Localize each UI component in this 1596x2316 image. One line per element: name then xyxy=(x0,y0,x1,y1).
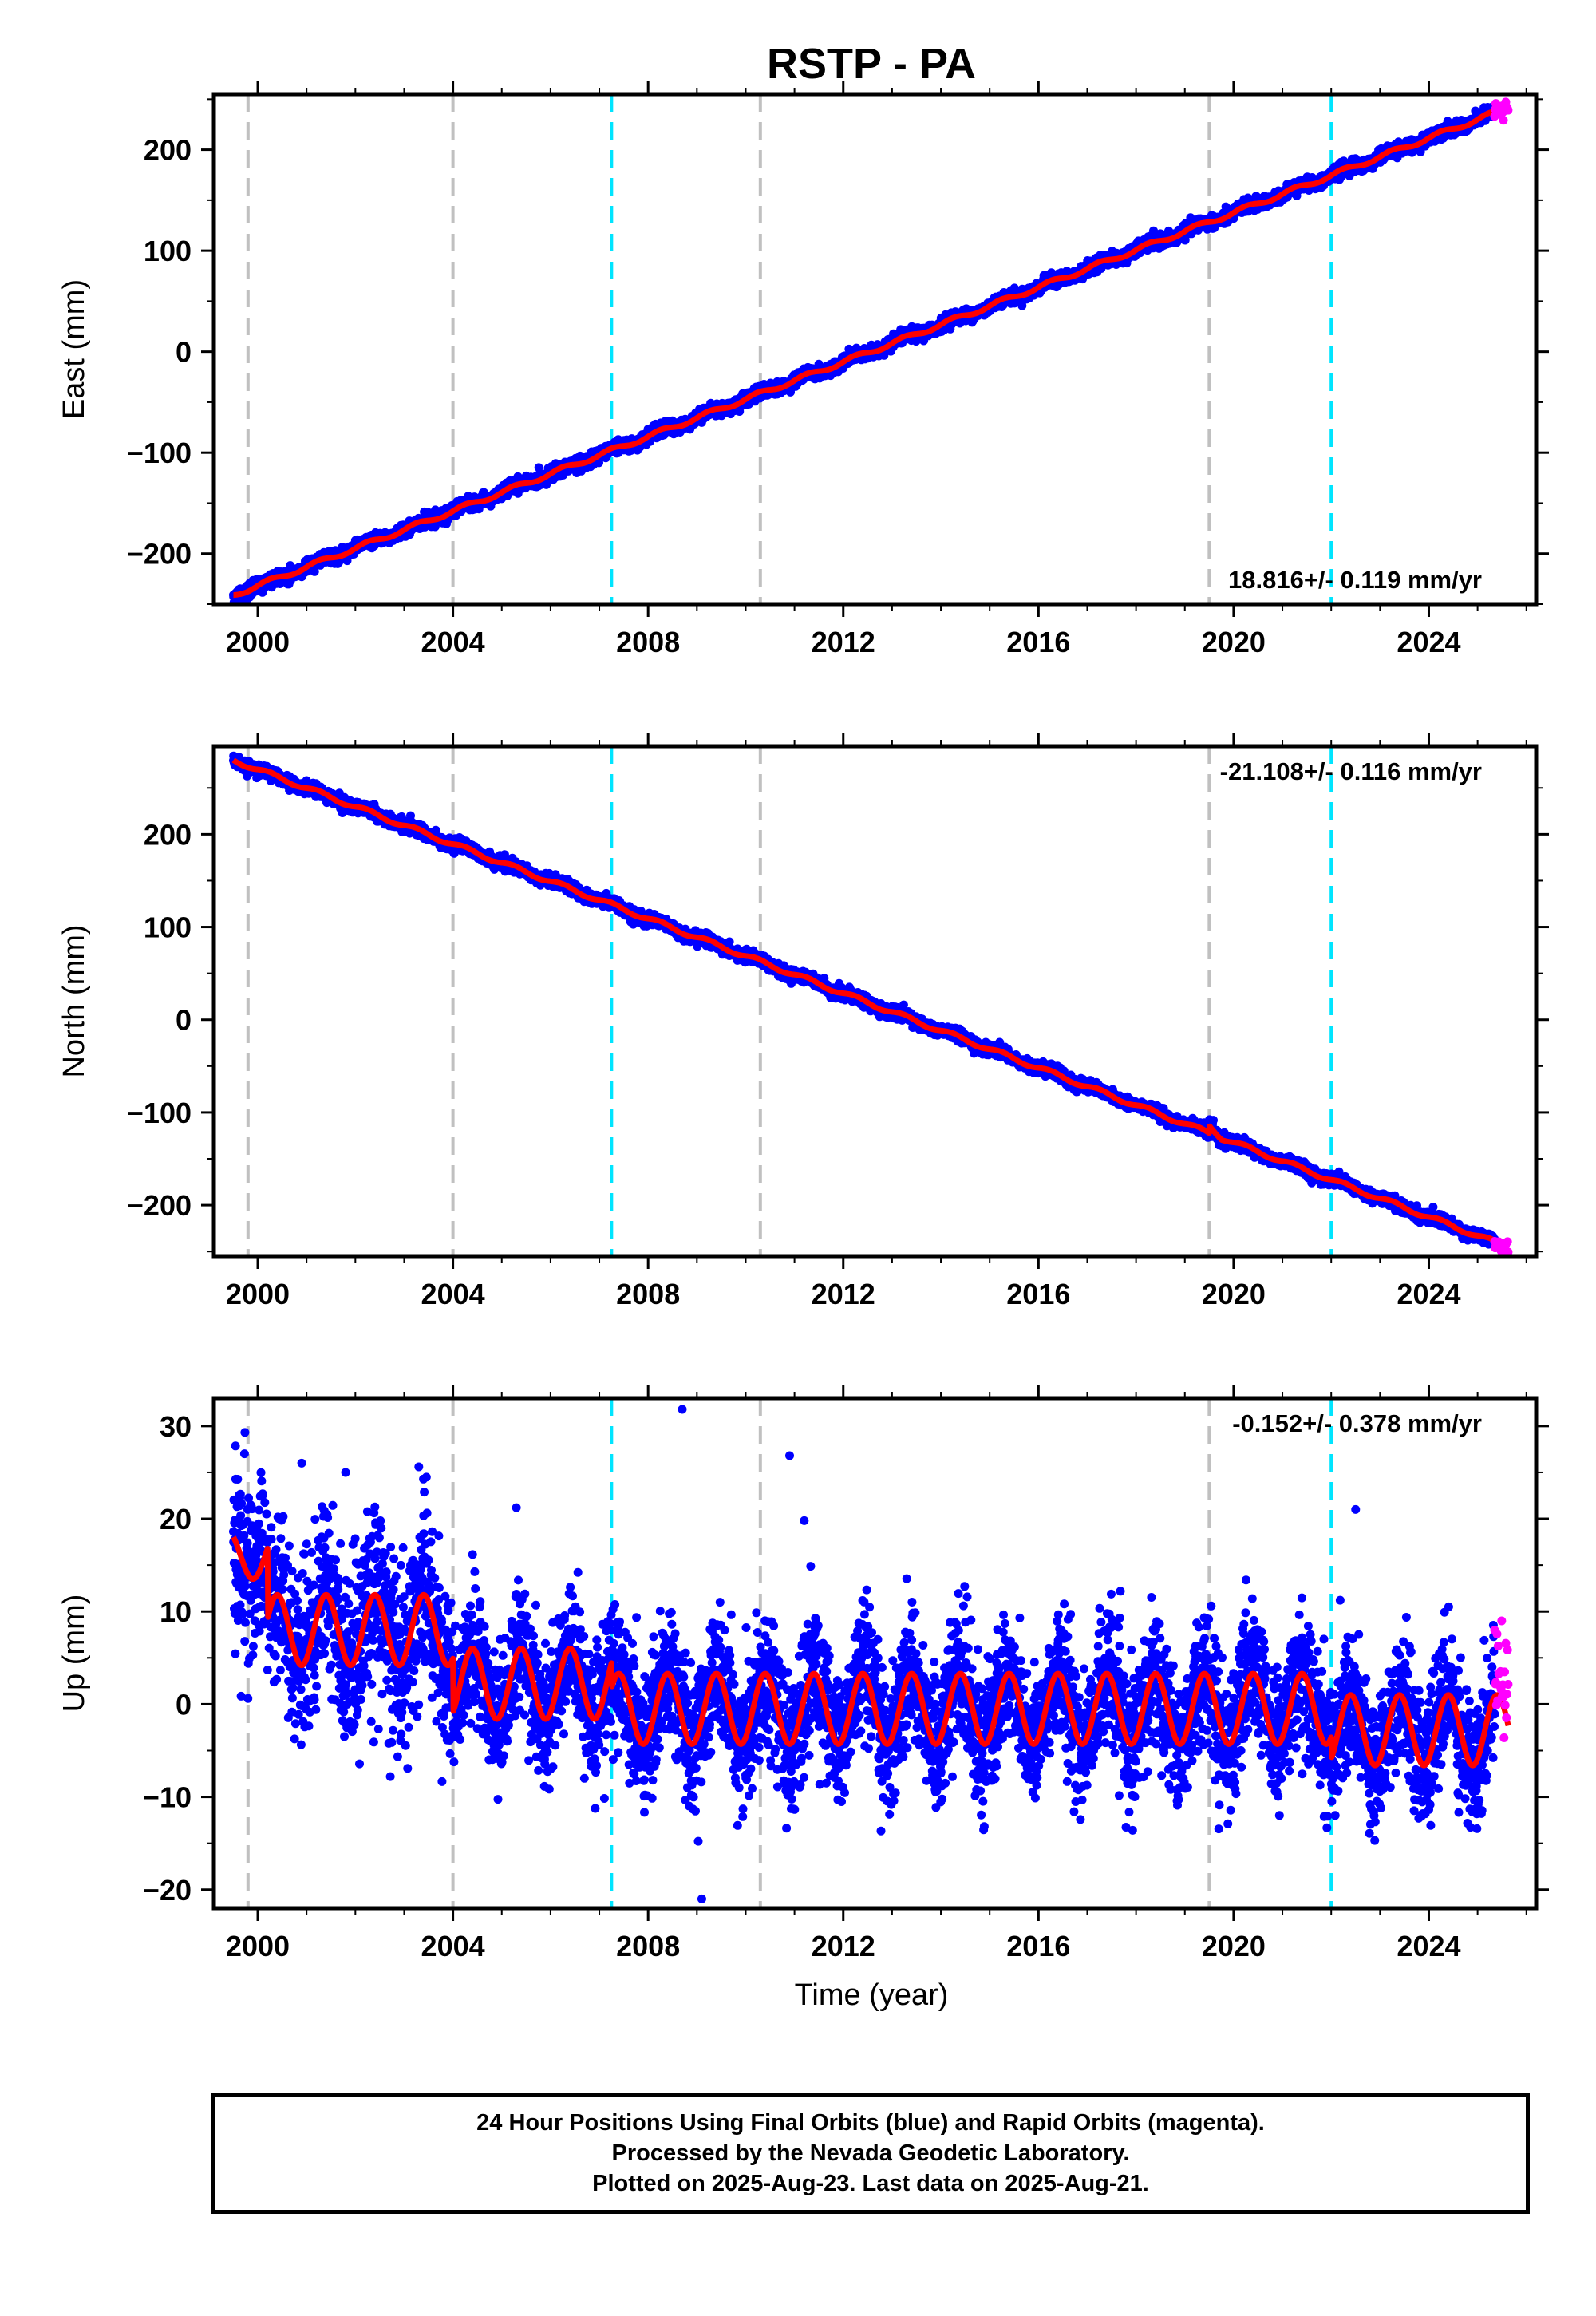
outlier-point xyxy=(512,1503,521,1512)
x-tick-label: 2008 xyxy=(616,1278,680,1310)
model-fit-line xyxy=(231,106,1510,599)
x-tick-label: 2004 xyxy=(421,1930,485,1962)
x-tick-label: 2024 xyxy=(1396,1278,1460,1310)
x-tick-label: 2024 xyxy=(1396,1930,1460,1962)
y-axis-label: East (mm) xyxy=(57,279,91,419)
x-tick-label: 2016 xyxy=(1006,626,1070,658)
outlier-point xyxy=(297,1458,306,1468)
y-tick-label: 10 xyxy=(160,1595,192,1628)
rapid-orbit-point xyxy=(1492,1629,1502,1638)
plot-area xyxy=(229,94,1513,604)
x-tick-label: 2016 xyxy=(1006,1930,1070,1962)
x-tick-label: 2008 xyxy=(616,1930,680,1962)
panel-up: 2000 2004 2008 2012 2016 2020 2024 −20 −10 0 10 20 3… xyxy=(57,1385,1549,1962)
final-orbit-points xyxy=(229,1428,1499,1846)
rapid-orbit-point xyxy=(1503,1646,1512,1655)
plot-area xyxy=(229,746,1513,1256)
y-tick-label: −100 xyxy=(127,1097,192,1129)
outlier-point xyxy=(697,1894,706,1903)
rapid-orbit-point xyxy=(1501,1638,1511,1648)
rate-label: -21.108+/- 0.116 mm/yr xyxy=(1220,757,1482,785)
rapid-orbit-point xyxy=(1503,1237,1512,1247)
rapid-orbit-point xyxy=(1503,1680,1513,1690)
y-tick-label: −100 xyxy=(127,437,192,469)
y-tick-label: 20 xyxy=(160,1503,192,1535)
x-tick-label: 2012 xyxy=(812,1930,875,1962)
rapid-orbit-point xyxy=(1493,1641,1503,1650)
y-tick-label: −20 xyxy=(143,1874,192,1907)
y-tick-label: 200 xyxy=(144,134,192,167)
rapid-orbit-point xyxy=(1503,1247,1513,1256)
y-tick-label: 100 xyxy=(144,235,192,267)
x-tick-label: 2020 xyxy=(1202,626,1266,658)
plot-frame xyxy=(211,1396,1539,1911)
x-axis-label: Time (year) xyxy=(795,1978,949,2012)
rapid-orbit-point xyxy=(1503,105,1513,115)
x-tick-label: 2024 xyxy=(1396,626,1460,658)
y-tick-label: 200 xyxy=(144,818,192,851)
outlier-point xyxy=(414,1462,424,1472)
x-tick-label: 2016 xyxy=(1006,1278,1070,1310)
y-tick-label: −200 xyxy=(127,1189,192,1222)
outlier-point xyxy=(784,1451,794,1460)
rapid-orbit-point xyxy=(1500,1701,1510,1710)
outlier-point xyxy=(800,1516,809,1525)
x-tick-label: 2012 xyxy=(812,626,875,658)
model-fit-line xyxy=(231,1535,1511,1769)
plot-frame xyxy=(211,744,1539,1259)
rapid-orbit-point xyxy=(1497,1616,1507,1626)
y-tick-label: 0 xyxy=(176,336,192,369)
y-tick-label: −10 xyxy=(143,1781,192,1814)
x-tick-label: 2008 xyxy=(616,626,680,658)
outlier-point xyxy=(678,1405,687,1414)
y-axis-label: North (mm) xyxy=(57,924,91,1077)
rate-label: 18.816+/- 0.119 mm/yr xyxy=(1228,566,1482,594)
x-tick-label: 2004 xyxy=(421,626,485,658)
footer-line-3: Plotted on 2025-Aug-23. Last data on 202… xyxy=(592,2171,1149,2196)
x-tick-label: 2012 xyxy=(812,1278,875,1310)
rate-label: -0.152+/- 0.378 mm/yr xyxy=(1232,1409,1482,1437)
y-tick-label: 30 xyxy=(160,1410,192,1443)
footer-box: 24 Hour Positions Using Final Orbits (bl… xyxy=(211,2093,1530,2214)
x-tick-label: 2000 xyxy=(226,1278,290,1310)
rapid-orbit-point xyxy=(1502,1690,1511,1699)
plot-area xyxy=(229,1398,1513,1908)
outlier-point xyxy=(341,1468,350,1477)
rapid-orbit-point xyxy=(1499,1733,1509,1742)
model-fit-line xyxy=(231,757,1510,1251)
y-axis-label: Up (mm) xyxy=(57,1595,91,1713)
rapid-orbit-point xyxy=(1499,116,1508,125)
y-tick-label: 0 xyxy=(176,1688,192,1721)
y-tick-label: 0 xyxy=(176,1004,192,1037)
panel-east: 2000 2004 2008 2012 2016 2020 2024 −200 −100 0 100… xyxy=(57,81,1549,658)
plot-frame xyxy=(211,92,1539,607)
y-tick-label: 100 xyxy=(144,911,192,944)
x-tick-label: 2000 xyxy=(226,626,290,658)
footer-line-2: Processed by the Nevada Geodetic Laborat… xyxy=(611,2140,1130,2166)
panel-north: 2000 2004 2008 2012 2016 2020 2024 −200 −100 0 100… xyxy=(57,733,1549,1310)
x-tick-label: 2020 xyxy=(1202,1930,1266,1962)
footer-line-1: 24 Hour Positions Using Final Orbits (bl… xyxy=(476,2110,1265,2136)
outlier-point xyxy=(1351,1504,1361,1514)
x-tick-label: 2020 xyxy=(1202,1278,1266,1310)
y-tick-label: −200 xyxy=(127,538,192,571)
x-tick-label: 2004 xyxy=(421,1278,485,1310)
x-tick-label: 2000 xyxy=(226,1930,290,1962)
rapid-orbit-point xyxy=(1502,1713,1511,1722)
rapid-orbit-point xyxy=(1500,1667,1510,1677)
chart-title: RSTP - PA xyxy=(767,40,976,88)
